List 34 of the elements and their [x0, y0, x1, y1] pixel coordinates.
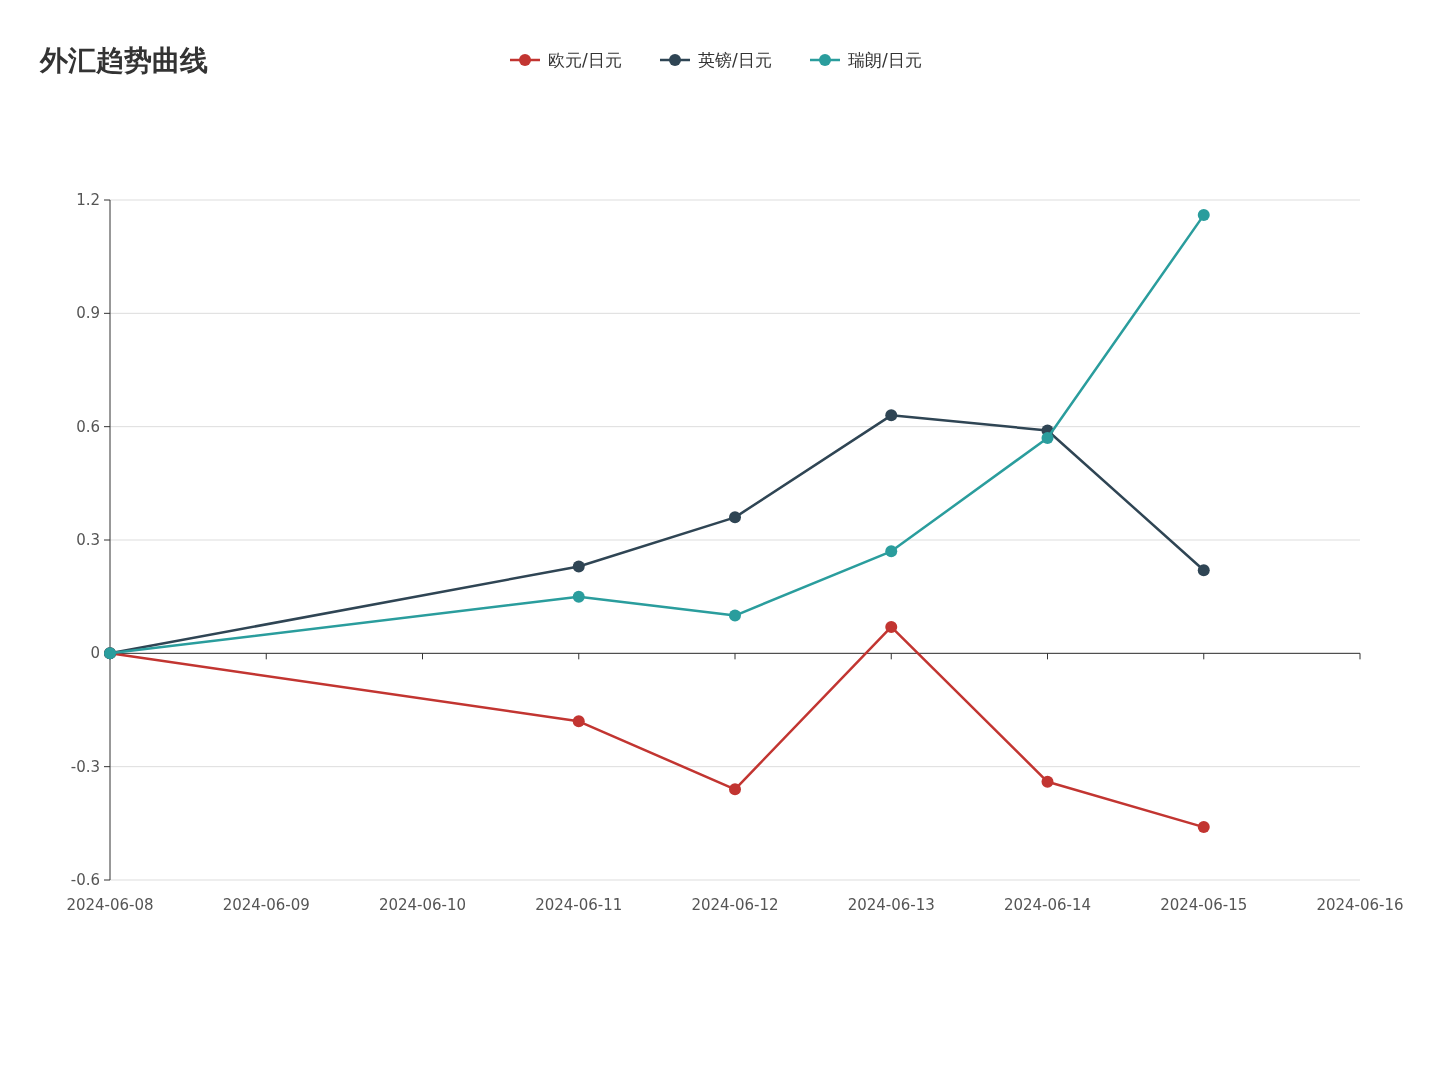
x-tick-label: 2024-06-08	[66, 896, 154, 914]
x-tick-label: 2024-06-12	[691, 896, 779, 914]
point	[1041, 432, 1054, 444]
x-tick-label: 2024-06-13	[847, 896, 935, 914]
point	[1197, 564, 1210, 577]
x-tick-label: 2024-06-10	[378, 896, 467, 914]
y-tick-label: -0.3	[70, 757, 100, 776]
point	[1197, 209, 1210, 222]
point	[1197, 821, 1210, 834]
y-tick-label: 0.9	[76, 304, 100, 323]
legend-label: 英镑/日元	[698, 50, 772, 70]
point	[1041, 775, 1054, 788]
point	[885, 409, 898, 422]
y-tick-label: 0.3	[76, 531, 100, 549]
point	[729, 783, 741, 796]
y-tick-label: 0	[90, 644, 100, 663]
point	[729, 511, 741, 524]
x-tick-label: 2024-06-14	[1003, 896, 1092, 914]
x-tick-label: 2024-06-11	[535, 896, 623, 914]
x-tick-label: 2024-06-16	[1316, 896, 1404, 914]
point	[885, 545, 898, 558]
point	[572, 715, 585, 728]
y-tick-label: 1.2	[76, 191, 100, 209]
legend-label: 欧元/日元	[548, 50, 622, 70]
point	[572, 560, 585, 573]
point	[572, 590, 585, 603]
x-tick-label: 2024-06-15	[1160, 896, 1248, 914]
y-tick-label: 0.6	[76, 417, 100, 436]
x-tick-label: 2024-06-09	[222, 896, 310, 914]
point	[885, 620, 898, 633]
chart-title: 外汇趋势曲线	[39, 44, 208, 77]
y-tick-label: -0.6	[70, 871, 100, 889]
legend-label: 瑞朗/日元	[848, 50, 922, 70]
point	[729, 609, 741, 622]
